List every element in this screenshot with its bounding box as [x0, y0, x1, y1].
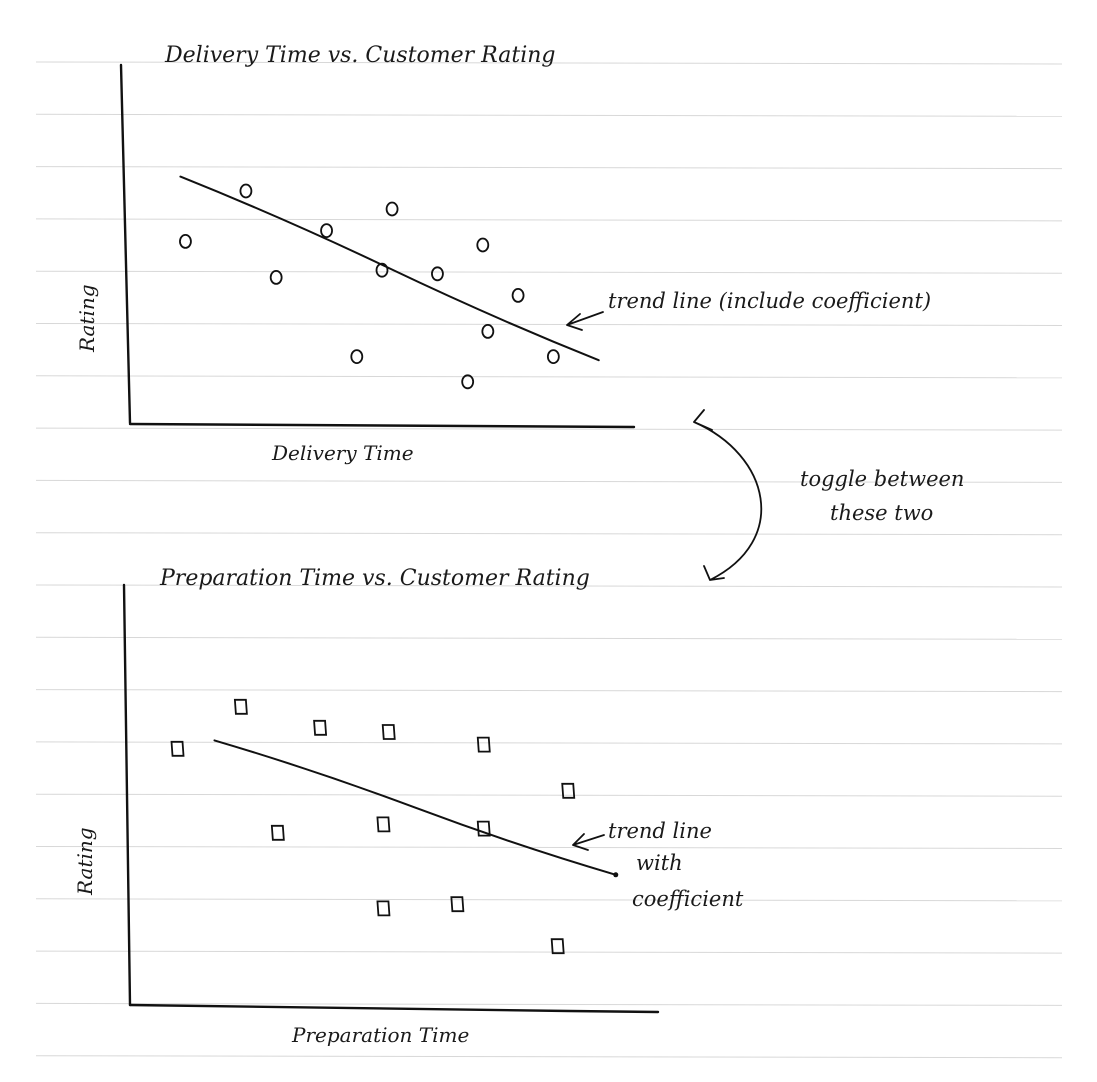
data-point	[239, 183, 253, 199]
data-point	[561, 782, 576, 799]
data-point	[381, 724, 396, 740]
y-axis-label: Rating	[73, 827, 97, 896]
ruled-line	[35, 323, 1063, 326]
data-point	[481, 323, 495, 339]
annotation-arrow	[566, 311, 604, 331]
data-point	[546, 349, 560, 365]
y-axis	[119, 63, 132, 425]
ruled-line	[35, 479, 1063, 483]
ruled-line	[35, 584, 1063, 588]
data-point	[179, 233, 192, 249]
trend-line-annotation: trend line with coefficient	[608, 819, 744, 911]
data-point	[233, 698, 248, 715]
annotation-line-2: with	[636, 851, 683, 875]
y-axis	[122, 583, 132, 1007]
data-point	[461, 374, 475, 390]
x-axis-label: Preparation Time	[291, 1023, 469, 1047]
x-axis	[128, 422, 636, 429]
y-axis-label: Rating	[75, 284, 99, 353]
curved-double-arrow	[693, 409, 762, 581]
trend-line-endpoint	[613, 872, 619, 878]
data-point	[376, 900, 391, 917]
ruled-line	[35, 1002, 1063, 1006]
data-point	[375, 262, 389, 278]
data-point	[431, 266, 444, 282]
ruled-line	[35, 1055, 1063, 1059]
data-point	[476, 820, 491, 837]
ruled-line	[35, 532, 1063, 536]
ruled-line	[35, 689, 1063, 693]
data-point	[450, 896, 465, 913]
data-point	[376, 816, 391, 833]
toggle-note-line-2: these two	[830, 501, 933, 525]
data-point	[550, 938, 565, 955]
plot-area	[170, 698, 619, 955]
ruled-line	[35, 741, 1063, 745]
chart-title: Delivery Time vs. Customer Rating	[164, 43, 556, 68]
trend-line	[179, 175, 600, 362]
notebook-ruled-lines	[35, 61, 1063, 1059]
data-point	[270, 824, 285, 841]
ruled-line	[35, 898, 1063, 902]
ruled-line	[35, 427, 1063, 431]
toggle-annotation: toggle between these two	[693, 409, 971, 581]
annotation-line-3: coefficient	[632, 887, 744, 911]
trend-line	[213, 739, 617, 876]
plot-area	[179, 175, 600, 390]
ruled-line	[35, 846, 1063, 849]
x-axis	[128, 1003, 660, 1014]
data-point	[170, 740, 185, 757]
ruled-line	[35, 636, 1063, 640]
data-point	[476, 237, 490, 253]
annotation-line-1: trend line	[608, 819, 712, 843]
data-point	[511, 287, 525, 303]
data-point	[320, 223, 333, 239]
toggle-note-line-1: toggle between	[800, 467, 964, 491]
ruled-line	[35, 270, 1063, 274]
ruled-line	[35, 950, 1063, 954]
data-point	[385, 201, 399, 217]
ruled-line	[35, 793, 1063, 797]
x-axis-label: Delivery Time	[271, 441, 414, 465]
data-point	[313, 719, 328, 736]
toggle-note: toggle between these two	[800, 467, 971, 525]
ruled-line	[35, 113, 1063, 117]
ruled-line	[35, 218, 1063, 222]
ruled-line	[35, 166, 1063, 170]
ruled-line	[35, 61, 1063, 65]
data-point	[476, 736, 491, 753]
preparation-rating-chart: Preparation Time vs. Customer Rating Pre…	[73, 566, 744, 1047]
annotation-arrow	[572, 833, 605, 851]
data-point	[350, 349, 364, 365]
trend-line-annotation: trend line (include coefficient)	[608, 289, 931, 313]
delivery-rating-chart: Delivery Time vs. Customer Rating Delive…	[75, 43, 931, 465]
ruled-line	[35, 375, 1063, 379]
data-point	[269, 269, 283, 285]
chart-title: Preparation Time vs. Customer Rating	[159, 566, 590, 591]
